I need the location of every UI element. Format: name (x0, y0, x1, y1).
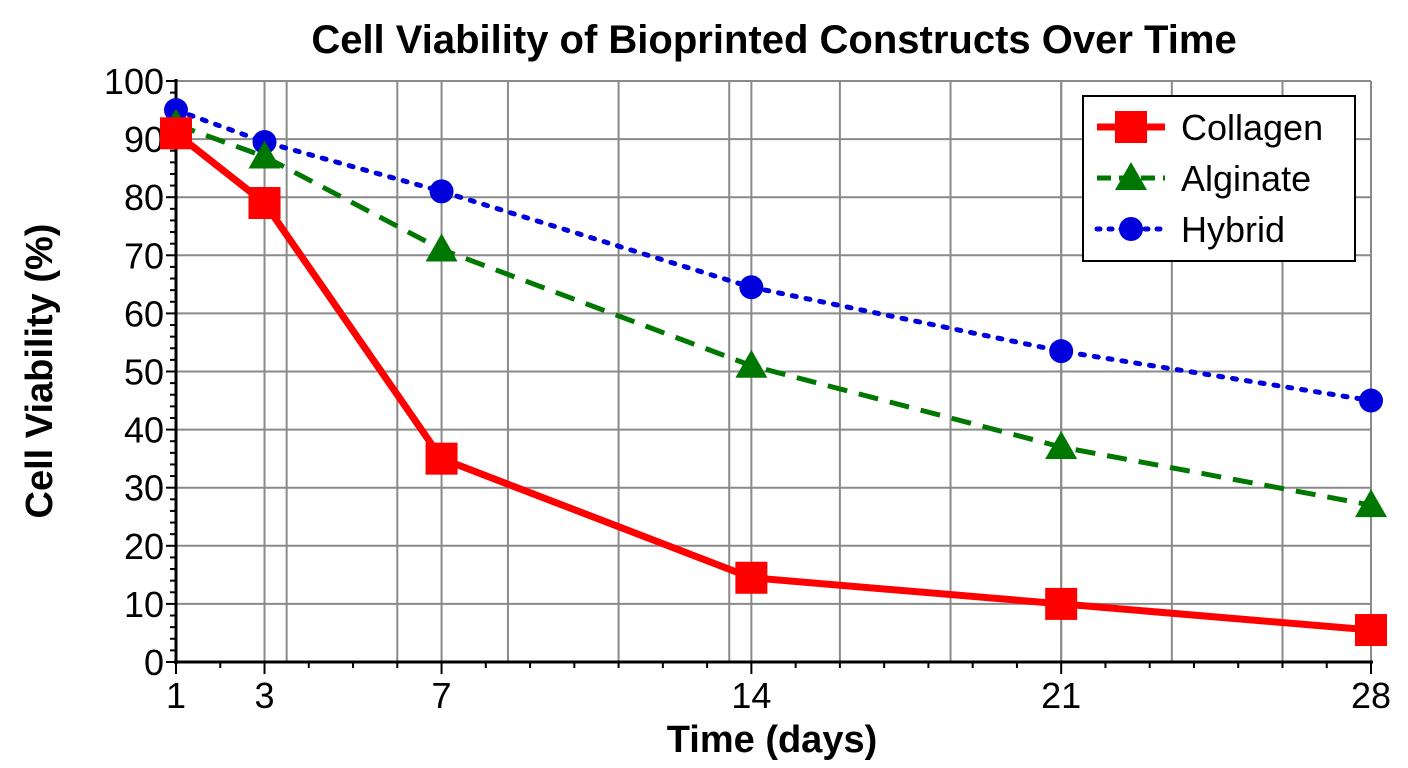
y-tick-label: 50 (124, 352, 164, 393)
x-tick-label: 7 (432, 675, 452, 716)
data-point-hybrid (1359, 388, 1383, 413)
y-tick-label: 80 (124, 177, 164, 218)
y-tick-label: 30 (124, 468, 164, 509)
data-point-alginate (248, 140, 281, 169)
series-line-hybrid (173, 107, 1374, 404)
y-axis-label: Cell Viability (%) (19, 224, 61, 519)
data-point-collagen (160, 117, 192, 150)
y-tick-label: 10 (124, 584, 164, 625)
legend-marker-collagen (1115, 111, 1147, 143)
data-point-alginate (735, 349, 768, 378)
legend-item-collagen: Collagen (1097, 107, 1323, 148)
y-tick-label: 60 (124, 293, 164, 334)
x-tick-label: 3 (255, 675, 275, 716)
x-tick-label: 21 (1041, 675, 1081, 716)
chart-title: Cell Viability of Bioprinted Constructs … (311, 18, 1236, 62)
series-collagen (160, 117, 1387, 647)
data-point-collagen (735, 561, 768, 594)
series-group (160, 98, 1387, 647)
legend-label-collagen: Collagen (1181, 107, 1323, 148)
data-point-alginate (425, 233, 458, 262)
data-point-hybrid (1049, 339, 1074, 364)
series-line-alginate (175, 122, 1372, 508)
data-point-collagen (1355, 614, 1387, 647)
legend-marker-alginate (1115, 162, 1147, 190)
legend-item-alginate: Alginate (1097, 158, 1311, 199)
chart-labels: Cell Viability of Bioprinted Constructs … (19, 18, 1237, 761)
series-hybrid (164, 98, 1383, 413)
data-point-collagen (248, 187, 281, 220)
x-tick-label: 14 (731, 675, 771, 716)
y-tick-label: 0 (144, 642, 164, 683)
legend-label-alginate: Alginate (1181, 158, 1311, 199)
legend-label-hybrid: Hybrid (1181, 209, 1285, 250)
y-tick-label: 100 (104, 61, 164, 102)
data-point-hybrid (429, 179, 454, 204)
data-point-hybrid (739, 275, 764, 300)
data-point-collagen (1045, 587, 1078, 620)
y-tick-label: 90 (124, 119, 164, 160)
axes: 0 10 20 30 40 50 60 70 80 90 100 1 3 7 14 21 28 (104, 61, 1391, 716)
y-tick-label: 70 (124, 235, 164, 276)
data-point-alginate (1355, 489, 1387, 518)
legend-item-hybrid: Hybrid (1094, 209, 1285, 250)
legend-marker-hybrid (1119, 217, 1143, 241)
x-tick-label: 28 (1351, 675, 1391, 716)
data-point-alginate (1045, 431, 1078, 460)
data-point-collagen (425, 442, 458, 475)
x-tick-label: 1 (166, 675, 186, 716)
x-axis-label: Time (days) (667, 719, 877, 761)
y-tick-label: 20 (124, 526, 164, 567)
series-alginate (160, 108, 1387, 518)
y-tick-label: 40 (124, 410, 164, 451)
legend: Collagen Alginate Hybrid (1082, 95, 1356, 262)
